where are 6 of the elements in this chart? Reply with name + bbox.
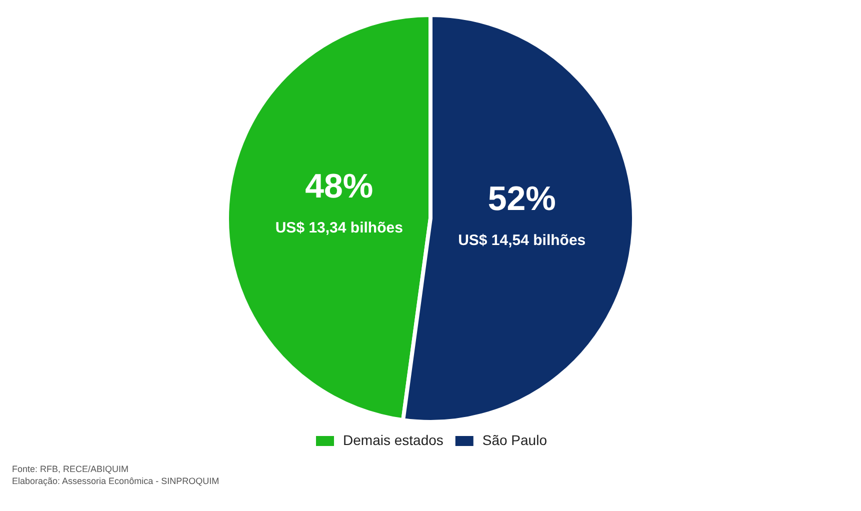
data-label: 48% US$ 13,34 bilhões (275, 168, 403, 236)
legend-label: Demais estados (343, 432, 444, 448)
source-note: Fonte: RFB, RECE/ABIQUIM (12, 463, 130, 475)
text: Elaboração: Assessoria Econômica - SINPROQUIM (12, 475, 220, 487)
legend-label: São Paulo (482, 432, 548, 448)
data-label: 52% US$ 14,54 bilhões (458, 180, 586, 249)
